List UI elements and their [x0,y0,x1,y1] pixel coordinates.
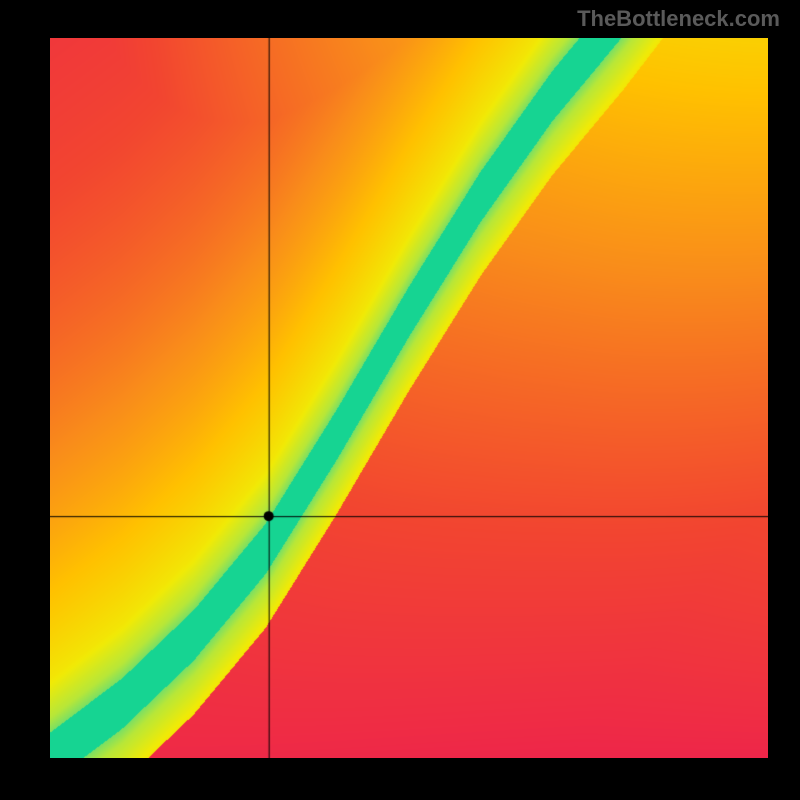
heatmap-canvas [50,38,768,758]
attribution-text: TheBottleneck.com [577,6,780,32]
bottleneck-heatmap [50,38,768,758]
